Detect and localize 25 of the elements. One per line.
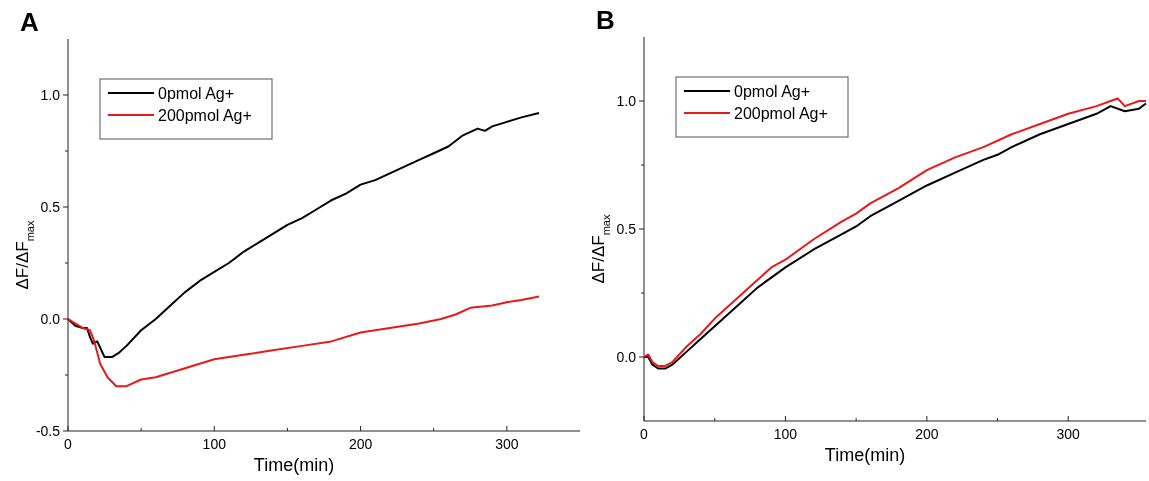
line-series: [67, 111, 541, 359]
y-tick-label: 0.0: [40, 310, 61, 327]
x-tick-label: 200: [348, 436, 373, 452]
chart-title: B: [596, 5, 615, 35]
y-tick-label: 0.5: [616, 220, 637, 237]
chart-title: A: [20, 7, 39, 37]
legend-label: 200pmol Ag+: [158, 106, 252, 124]
x-tick-label: 0: [64, 436, 73, 452]
y-tick-label: 1.0: [616, 92, 637, 109]
x-tick-label: 100: [202, 436, 227, 452]
x-tick-label: 300: [495, 436, 519, 452]
y-tick-label: -0.5: [35, 422, 61, 439]
x-tick-label: 300: [1056, 426, 1081, 442]
x-axis-title: Time(min): [824, 445, 906, 465]
y-tick-label: 0.5: [40, 198, 61, 215]
y-tick-label: 1.0: [40, 86, 61, 103]
line-series: [67, 295, 541, 388]
x-tick-label: 0: [640, 426, 649, 442]
legend-label: 0pmol Ag+: [158, 84, 235, 102]
x-tick-label: 100: [773, 426, 798, 442]
legend-label: 0pmol Ag+: [734, 82, 811, 100]
x-tick-label: 200: [915, 426, 939, 442]
y-tick-label: 0.0: [616, 348, 637, 365]
x-axis-title: Time(min): [253, 455, 335, 475]
legend-label: 200pmol Ag+: [734, 104, 828, 122]
